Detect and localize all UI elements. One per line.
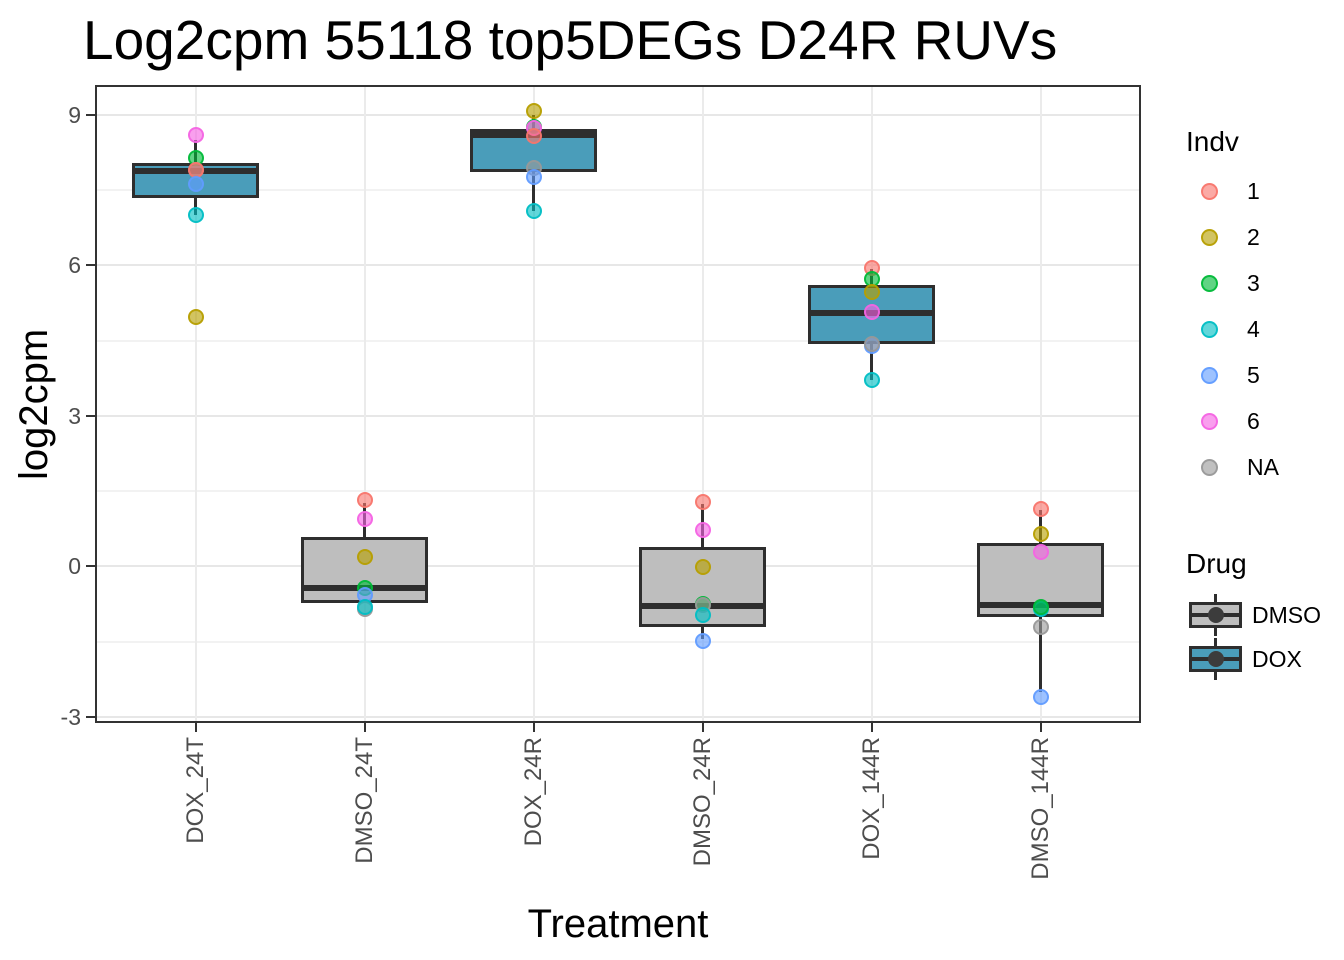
data-point-indv-5	[694, 633, 711, 650]
gridline-vertical	[870, 85, 873, 723]
legend-dot-5	[1201, 366, 1218, 384]
data-point-indv-4	[863, 371, 880, 388]
gridline-major	[95, 414, 1141, 417]
legend-dot-1	[1201, 182, 1218, 200]
data-point-indv-2	[187, 309, 204, 326]
x-tick-label: DMSO_24R	[688, 737, 716, 867]
data-point-indv-1	[694, 493, 711, 510]
y-tick-label: 0	[68, 553, 81, 580]
data-point-indv-2	[694, 558, 711, 575]
x-tick-label: DOX_24R	[519, 737, 547, 847]
legend-indv-title: Indv	[1186, 126, 1239, 157]
data-point-indv-1	[1032, 500, 1049, 517]
legend-dot-4	[1201, 320, 1218, 338]
legend-drug-title: Drug	[1186, 548, 1247, 579]
gridline-major	[95, 113, 1141, 116]
x-axis-title: Treatment	[527, 902, 709, 946]
lower-whisker	[194, 198, 197, 215]
legend-label-5: 5	[1247, 362, 1260, 388]
x-tick-mark	[1039, 723, 1042, 732]
x-tick-label: DMSO_24T	[350, 737, 378, 864]
gridline-minor	[95, 490, 1141, 493]
data-point-indv-6	[1032, 543, 1049, 560]
data-point-indv-4	[525, 202, 542, 219]
x-tick-label: DMSO_144R	[1026, 737, 1054, 880]
gridline-major	[95, 264, 1141, 267]
data-point-indv-4	[356, 598, 373, 615]
gridline-vertical	[532, 85, 535, 723]
legend-dot-2	[1201, 228, 1218, 246]
gridline-vertical	[1039, 85, 1042, 723]
y-tick-label: 9	[68, 101, 81, 128]
gridline-vertical	[363, 85, 366, 723]
x-tick-mark	[194, 723, 197, 732]
y-tick-mark	[86, 113, 95, 116]
data-point-indv-2	[863, 284, 880, 301]
legend-label-dmso: DMSO	[1252, 602, 1321, 628]
gridline-minor	[95, 339, 1141, 342]
y-tick-label: -3	[60, 703, 81, 730]
x-tick-label: DOX_24T	[181, 737, 209, 844]
x-tick-mark	[870, 723, 873, 732]
legend-label-1: 1	[1247, 178, 1260, 204]
lower-whisker	[701, 627, 704, 640]
legend-key-dot	[1207, 651, 1224, 667]
lower-whisker	[532, 171, 535, 211]
y-tick-mark	[86, 565, 95, 568]
x-tick-label: DOX_144R	[857, 737, 885, 860]
lower-whisker	[1039, 617, 1042, 692]
legend-label-dox: DOX	[1252, 646, 1302, 672]
legend-label-6: 6	[1247, 408, 1260, 434]
legend-dot-6	[1201, 412, 1218, 430]
legend-label-2: 2	[1247, 224, 1260, 250]
x-tick-mark	[363, 723, 366, 732]
x-tick-mark	[532, 723, 535, 732]
gridline-major	[95, 715, 1141, 718]
data-point-indv-na	[1032, 619, 1049, 636]
y-tick-label: 3	[68, 402, 81, 429]
data-point-indv-6	[694, 521, 711, 538]
legend-label-na: NA	[1247, 454, 1279, 480]
lower-whisker	[870, 344, 873, 380]
y-axis-title: log2cpm	[12, 328, 56, 480]
legend-key-dot	[1207, 607, 1224, 623]
data-point-indv-6	[863, 304, 880, 321]
gridline-minor	[95, 640, 1141, 643]
x-tick-mark	[701, 723, 704, 732]
data-point-indv-2	[356, 548, 373, 565]
legend-dot-na	[1201, 458, 1218, 476]
y-tick-mark	[86, 264, 95, 267]
data-point-indv-5	[1032, 689, 1049, 706]
gridline-major	[95, 565, 1141, 568]
gridline-vertical	[194, 85, 197, 723]
data-point-indv-na	[863, 335, 880, 352]
data-point-indv-5	[525, 168, 542, 185]
data-point-indv-3	[1032, 599, 1049, 616]
data-point-indv-1	[525, 128, 542, 145]
legend-label-4: 4	[1247, 316, 1260, 342]
data-point-indv-4	[694, 607, 711, 624]
data-point-indv-6	[356, 510, 373, 527]
gridline-vertical	[701, 85, 704, 723]
data-point-indv-6	[187, 127, 204, 144]
legend-label-3: 3	[1247, 270, 1260, 296]
chart-title: Log2cpm 55118 top5DEGs D24R RUVs	[83, 9, 1058, 71]
data-point-indv-2	[525, 103, 542, 120]
y-tick-mark	[86, 715, 95, 718]
y-tick-label: 6	[68, 252, 81, 279]
data-point-indv-2	[1032, 525, 1049, 542]
legend-dot-3	[1201, 274, 1218, 292]
plot-panel	[95, 85, 1141, 723]
gridline-minor	[95, 188, 1141, 191]
data-point-indv-5	[187, 176, 204, 193]
data-point-indv-4	[187, 206, 204, 223]
y-tick-mark	[86, 414, 95, 417]
data-point-indv-1	[356, 491, 373, 508]
